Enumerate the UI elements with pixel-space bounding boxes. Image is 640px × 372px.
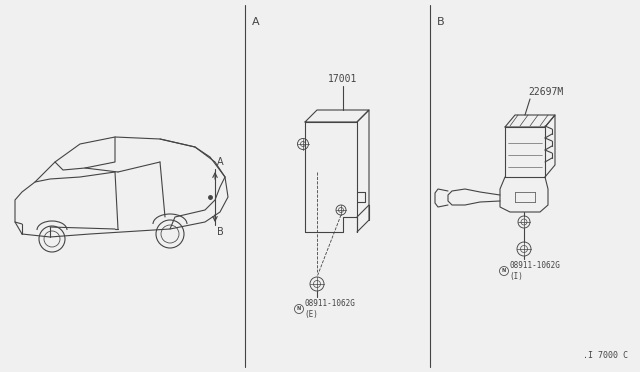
Text: B: B — [437, 17, 445, 27]
Text: A: A — [252, 17, 260, 27]
Text: N: N — [502, 269, 506, 273]
Text: N: N — [297, 307, 301, 311]
Text: .I 7000 C: .I 7000 C — [583, 351, 628, 360]
Text: 08911-1062G
(E): 08911-1062G (E) — [305, 299, 355, 319]
Text: B: B — [217, 227, 224, 237]
Text: 17001: 17001 — [328, 74, 358, 84]
Text: A: A — [217, 157, 223, 167]
Text: 08911-1062G
(I): 08911-1062G (I) — [509, 261, 561, 281]
Text: 22697M: 22697M — [528, 87, 563, 97]
